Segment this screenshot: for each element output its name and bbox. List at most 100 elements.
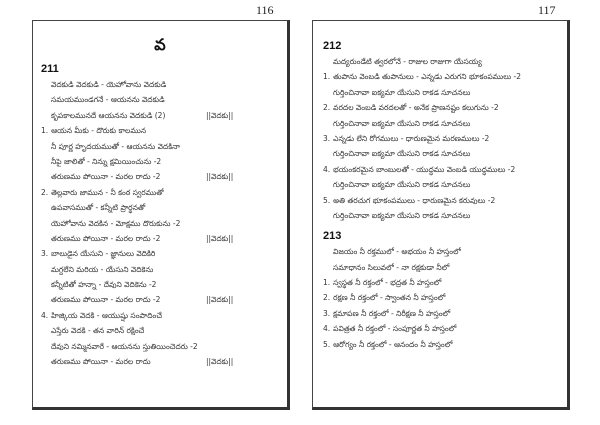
- lyric-line: 3. క్షమాపణ నీ రక్తంలో - నిరీక్షణ నీ హస్తం…: [323, 306, 567, 321]
- section-letter: వ: [154, 35, 166, 54]
- lyric-text: తరుణము పోయినా - మరల రాదు -2: [51, 295, 161, 305]
- lyric-line: 3. బాలుడైన యేసుని - జ్ఞానులు వెదికిరి: [41, 246, 287, 261]
- left-page: వ 211 వెదకుడి వెదకుడి - యెహోవాను వెదకుడి స…: [32, 20, 290, 410]
- lyric-text: తరుణము పోయినా - మరల రాదు -2: [51, 172, 161, 182]
- song-number: 211: [41, 63, 59, 75]
- verse-number: 1.: [41, 126, 49, 136]
- lyric-line: తరుణము పోయినా - మరల రాదు ||వెదకు||: [41, 354, 287, 369]
- song-number: 213: [323, 230, 342, 243]
- refrain-marker: ||వెదకు||: [206, 110, 234, 120]
- lyric-line: కన్నీటితో హన్నా - దేవుని వెదికెను -2: [41, 277, 287, 292]
- lyric-line: 1. స్వస్థత నీ రక్తంలో - భద్రత నీ హస్తంలో: [323, 275, 567, 290]
- lyric-text: ఆరోగ్యం నీ రక్తంలో - ఆనందం నీ హస్తంలో: [333, 339, 453, 349]
- lyric-text: తరుణము పోయినా - మరల రాదు -2: [51, 233, 161, 243]
- lyric-text: పవిత్రత నీ రక్తంలో - సంపూర్ణత నీ హస్తంలో: [333, 324, 457, 334]
- song-number: 212: [323, 40, 342, 52]
- lyric-text: హిజ్కియ వెదకి - ఆయుష్షు సంపాదించే: [51, 310, 163, 320]
- lyric-text: విజయం నీ రక్తములో - అభయం నీ హస్తంలో: [333, 247, 461, 257]
- verse-number: 3.: [323, 133, 331, 143]
- lyric-line: తరుణము పోయినా - మరల రాదు -2 ||వెదకు||: [41, 292, 287, 307]
- lyric-text: సమయముండగనే - ఆయనను వెదకుడి: [51, 95, 165, 105]
- lyric-text: గుర్తించినావా ఐక్యమా యేసుని రాకడ సూచనలు: [333, 118, 471, 128]
- lyric-text: మద్యరుండేటి త్వరలోనే - రాజుల రాజుగా యేసయ…: [333, 57, 482, 66]
- lyric-line: 1. తుపాను వెంబడి తుపానులు - ఎన్నడు ఎరుగని…: [323, 69, 567, 84]
- lyric-line: 3. ఎన్నడు లేని రోగములు - ధారుణమైన మరణములు…: [323, 131, 567, 146]
- lyric-text: గుర్తించినావా ఐక్యమా యేసుని రాకడ సూచనలు: [333, 87, 471, 97]
- lyric-line: దేవుని నమ్మినవారే - ఆయనను స్తుతియించెదరు…: [41, 339, 287, 354]
- lyric-text: తుపాను వెంబడి తుపానులు - ఎన్నడు ఎరుగని భ…: [333, 72, 521, 82]
- lyric-text: నీ పూర్ణ హృదయముతో - ఆయనను వెదకినా: [51, 141, 180, 151]
- lyric-line: సమాధానం సిలువలో - నా రక్షకుడా నీలో: [323, 260, 567, 275]
- lyric-text: గుర్తించినావా ఐక్యమా యేసుని రాకడ సూచనలు: [333, 149, 471, 159]
- lyric-line: 2. తెల్లవారు జామున - నీ కంఠ స్వరముతో: [41, 185, 287, 200]
- lyric-text: వరదల వెంబడి వరదలతో - అనేక ప్రాణనష్టం కలు…: [333, 103, 499, 113]
- lyric-line: వెదకుడి వెదకుడి - యెహోవాను వెదకుడి: [41, 77, 287, 92]
- lyric-line: మద్యరుండేటి త్వరలోనే - రాజుల రాజుగా యేసయ…: [323, 54, 567, 69]
- verse-number: 5.: [323, 339, 331, 349]
- lyric-text: ఆయన మీకు - దొరుకు కాలమున: [51, 126, 147, 136]
- lyric-text: రక్షణ నీ రక్తంలో - స్వాంతన నీ హస్తంలో: [333, 293, 446, 303]
- lyric-line: నీపై జాలితో - నిన్ను క్షమియించును -2: [41, 154, 287, 169]
- verse-number: 4.: [323, 164, 331, 174]
- lyric-line: ఎస్తేరు వెదకి - తన వారిన్ రక్షించే: [41, 323, 287, 338]
- lyric-text: నీపై జాలితో - నిన్ను క్షమియించును -2: [51, 156, 162, 166]
- verse-number: 2.: [323, 103, 331, 113]
- lyric-text: వెదకుడి వెదకుడి - యెహోవాను వెదకుడి: [51, 80, 167, 89]
- lyric-line: తరుణము పోయినా - మరల రాదు -2 ||వెదకు||: [41, 169, 287, 184]
- lyric-text: భయంకరమైన బాంబులతో - యుద్ధము వెంబడి యుద్ధ…: [333, 164, 516, 174]
- verse-number: 2.: [323, 293, 331, 303]
- lyric-line: తరుణము పోయినా - మరల రాదు -2 ||వెదకు||: [41, 231, 287, 246]
- lyric-line: 5. అతి తరచుగ భూకంపములు - ధారుణమైన కరువులు…: [323, 193, 567, 208]
- lyric-line: యెహోవాను వెదకిన - మోక్షము దొరుకును -2: [41, 216, 287, 231]
- lyric-text: తరుణము పోయినా - మరల రాదు: [51, 357, 151, 367]
- lyric-text: తెల్లవారు జామున - నీ కంఠ స్వరముతో: [51, 187, 164, 197]
- lyric-text: సమాధానం సిలువలో - నా రక్షకుడా నీలో: [333, 262, 450, 272]
- lyric-line: 4. హిజ్కియ వెదకి - ఆయుష్షు సంపాదించే: [41, 308, 287, 323]
- lyric-text: కన్నీటితో హన్నా - దేవుని వెదికెను -2: [51, 280, 157, 290]
- lyric-line: విజయం నీ రక్తములో - అభయం నీ హస్తంలో: [323, 244, 567, 259]
- lyric-line: గుర్తించినావా ఐక్యమా యేసుని రాకడ సూచనలు: [323, 177, 567, 192]
- lyric-line: 2. రక్షణ నీ రక్తంలో - స్వాంతన నీ హస్తంలో: [323, 290, 567, 305]
- verse-number: 4.: [41, 310, 49, 320]
- lyric-text: ఎస్తేరు వెదకి - తన వారిన్ రక్షించే: [51, 326, 145, 336]
- verse-number: 1.: [323, 278, 331, 288]
- lyric-text: గుర్తించినావా ఐక్యమా యేసుని రాకడ సూచనలు: [333, 210, 471, 220]
- lyric-line: 1. ఆయన మీకు - దొరుకు కాలమున: [41, 123, 287, 138]
- lyric-line: 4. భయంకరమైన బాంబులతో - యుద్ధము వెంబడి యుద…: [323, 162, 567, 177]
- verse-number: 1.: [323, 72, 331, 82]
- lyric-text: మగ్దలేని మరియ - యేసుని వెదికెను: [51, 264, 154, 274]
- lyric-line: 5. ఆరోగ్యం నీ రక్తంలో - ఆనందం నీ హస్తంలో: [323, 337, 567, 352]
- refrain-marker: ||వెదకు||: [206, 357, 234, 367]
- lyric-text: ఎన్నడు లేని రోగములు - ధారుణమైన మరణములు -…: [333, 133, 490, 143]
- verse-number: 2.: [41, 187, 49, 197]
- lyric-text: బాలుడైన యేసుని - జ్ఞానులు వెదికిరి: [51, 249, 156, 259]
- lyric-line: 4. పవిత్రత నీ రక్తంలో - సంపూర్ణత నీ హస్తం…: [323, 321, 567, 336]
- lyric-text: స్వస్థత నీ రక్తంలో - భద్రత నీ హస్తంలో: [333, 278, 442, 288]
- refrain-marker: ||వెదకు||: [206, 295, 234, 305]
- lyric-line: గుర్తించినావా ఐక్యమా యేసుని రాకడ సూచనలు: [323, 116, 567, 131]
- verse-number: 5.: [323, 195, 331, 205]
- refrain-marker: ||వెదకు||: [206, 233, 234, 243]
- lyric-text: యెహోవాను వెదకిన - మోక్షము దొరుకును -2: [51, 218, 181, 228]
- right-page: 212 మద్యరుండేటి త్వరలోనే - రాజుల రాజుగా య…: [312, 20, 570, 410]
- lyric-line: కృపకాలమునదే ఆయనను వెదకుడి (2) ||వెదకు||: [41, 108, 287, 123]
- lyric-text: అతి తరచుగ భూకంపములు - ధారుణమైన కరువులు -…: [333, 195, 496, 205]
- lyric-line: మగ్దలేని మరియ - యేసుని వెదికెను: [41, 262, 287, 277]
- lyric-line: సమయముండగనే - ఆయనను వెదకుడి: [41, 92, 287, 107]
- lyric-text: గుర్తించినావా ఐక్యమా యేసుని రాకడ సూచనలు: [333, 180, 471, 190]
- lyric-line: గుర్తించినావా ఐక్యమా యేసుని రాకడ సూచనలు: [323, 85, 567, 100]
- verse-number: 3.: [41, 249, 49, 259]
- lyric-text: దేవుని నమ్మినవారే - ఆయనను స్తుతియించెదరు…: [51, 341, 198, 351]
- page-number-right: 117: [538, 3, 556, 17]
- lyric-line: గుర్తించినావా ఐక్యమా యేసుని రాకడ సూచనలు: [323, 146, 567, 161]
- verse-number: 4.: [323, 324, 331, 334]
- lyric-text: ఉపవాసముతో - కన్నీటి ప్రార్థనతో: [51, 203, 146, 213]
- lyric-line: 2. వరదల వెంబడి వరదలతో - అనేక ప్రాణనష్టం క…: [323, 100, 567, 115]
- page-number-left: 116: [256, 3, 274, 17]
- lyric-line: ఉపవాసముతో - కన్నీటి ప్రార్థనతో: [41, 200, 287, 215]
- lyric-line: గుర్తించినావా ఐక్యమా యేసుని రాకడ సూచనలు: [323, 208, 567, 223]
- refrain-marker: ||వెదకు||: [206, 172, 234, 182]
- lyric-line: నీ పూర్ణ హృదయముతో - ఆయనను వెదకినా: [41, 139, 287, 154]
- lyric-text: కృపకాలమునదే ఆయనను వెదకుడి (2): [51, 110, 166, 120]
- verse-number: 3.: [323, 308, 331, 318]
